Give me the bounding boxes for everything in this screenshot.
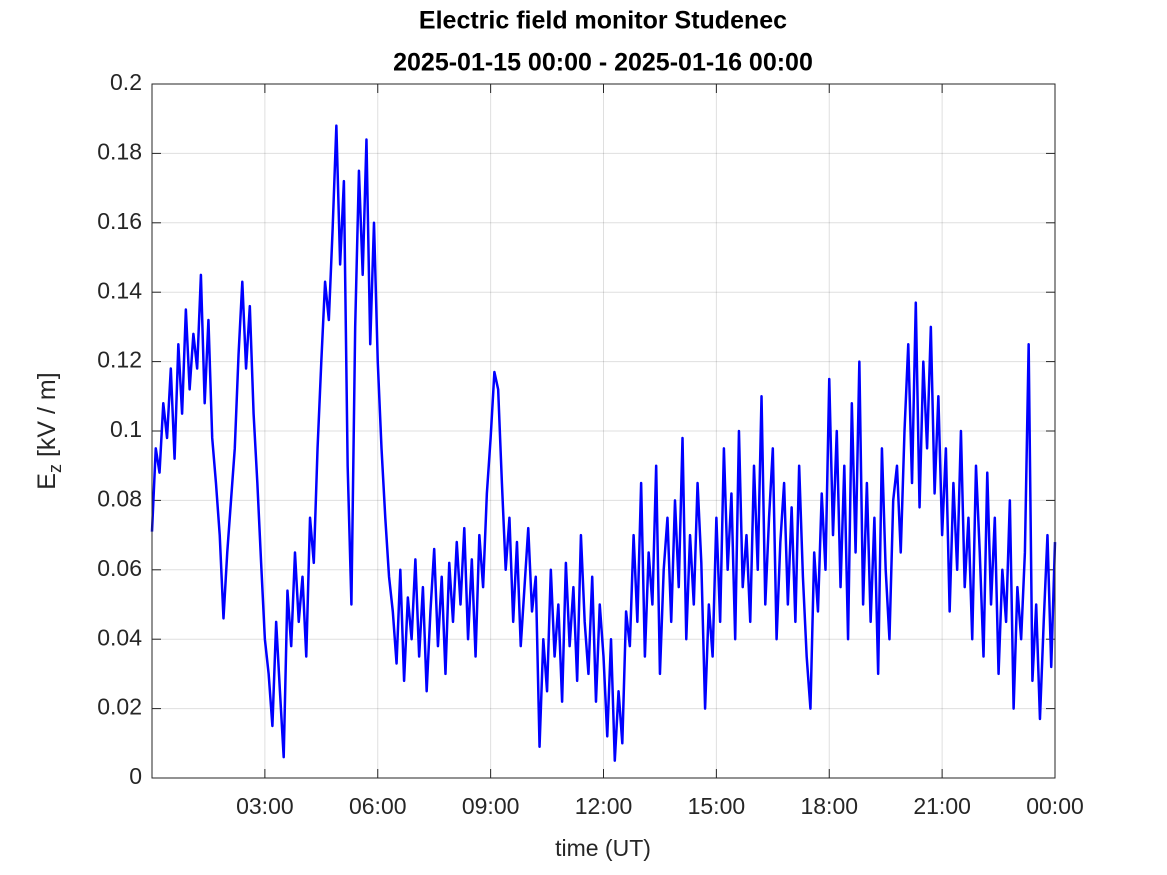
x-tick-label: 06:00 [349, 793, 407, 819]
y-tick-label: 0.18 [97, 138, 142, 164]
x-tick-label: 00:00 [1026, 793, 1084, 819]
y-tick-label: 0.14 [97, 277, 142, 303]
y-tick-label: 0.02 [97, 694, 142, 720]
x-tick-label: 18:00 [800, 793, 858, 819]
y-tick-label: 0.04 [97, 624, 142, 650]
chart-title: Electric field monitor Studenec [419, 7, 787, 35]
x-tick-label: 15:00 [688, 793, 746, 819]
x-tick-label: 12:00 [575, 793, 633, 819]
plot-frame [151, 83, 1056, 779]
y-axis-label-subscript: z [45, 464, 65, 473]
y-tick-label: 0.06 [97, 555, 142, 581]
y-axis-label-symbol: E [33, 473, 61, 490]
y-tick-label: 0.16 [97, 208, 142, 234]
y-tick-label: 0.08 [97, 485, 142, 511]
x-tick-label: 09:00 [462, 793, 520, 819]
x-tick-label: 03:00 [236, 793, 294, 819]
y-tick-label: 0 [129, 763, 142, 789]
y-tick-label: 0.12 [97, 347, 142, 373]
y-axis-label-unit: [kV / m] [33, 372, 61, 464]
y-tick-label: 0.2 [110, 69, 142, 95]
y-axis-label: Ez [kV / m] [33, 372, 65, 489]
chart-subtitle: 2025-01-15 00:00 - 2025-01-16 00:00 [393, 49, 813, 77]
x-axis-label: time (UT) [555, 835, 651, 861]
y-tick-label: 0.1 [110, 416, 142, 442]
x-tick-label: 21:00 [913, 793, 971, 819]
data-line [150, 124, 1057, 762]
